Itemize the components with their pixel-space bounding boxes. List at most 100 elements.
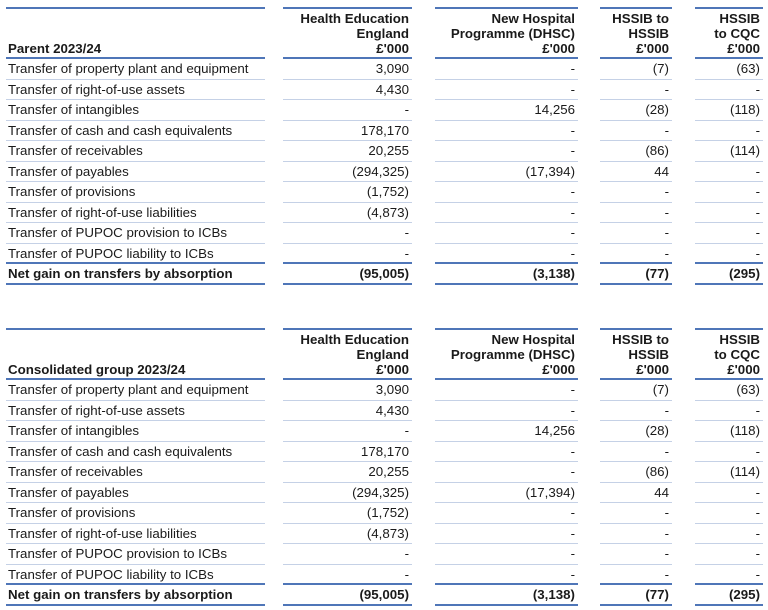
table-title: Parent 2023/24 <box>6 7 265 59</box>
table-cell: - <box>695 244 763 264</box>
row-label: Transfer of property plant and equipment <box>6 59 265 80</box>
column-header-label: HSSIB to HSSIB £'000 <box>612 11 669 56</box>
table-row: Transfer of payables (294,325) (17,394) 44 - <box>0 162 763 182</box>
table-cell: 14,256 <box>435 421 578 442</box>
table-row: Transfer of provisions (1,752) - - - <box>0 182 763 203</box>
column-header: New Hospital Programme (DHSC) £'000 <box>435 328 578 380</box>
total-cell: (95,005) <box>283 585 412 606</box>
table-cell: 44 <box>600 162 672 182</box>
table-cell: (1,752) <box>283 182 412 203</box>
table-cell: - <box>695 162 763 182</box>
table-cell: - <box>600 544 672 565</box>
row-label: Transfer of PUPOC provision to ICBs <box>6 544 265 565</box>
table-cell: (118) <box>695 100 763 121</box>
parent-transfers-table: Parent 2023/24 Health Education England £… <box>0 7 763 285</box>
row-label: Transfer of cash and cash equivalents <box>6 442 265 462</box>
total-cell: (95,005) <box>283 264 412 285</box>
column-header-label: New Hospital Programme (DHSC) £'000 <box>450 11 575 56</box>
row-label: Transfer of intangibles <box>6 421 265 442</box>
table-cell: (28) <box>600 100 672 121</box>
table-row: Transfer of payables (294,325) (17,394) 44 - <box>0 483 763 503</box>
consolidated-transfers-table: Consolidated group 2023/24 Health Educati… <box>0 328 763 606</box>
row-label: Transfer of property plant and equipment <box>6 380 265 401</box>
row-label: Transfer of provisions <box>6 503 265 524</box>
table-row: Transfer of right-of-use liabilities (4,8… <box>0 203 763 223</box>
row-label: Transfer of cash and cash equivalents <box>6 121 265 141</box>
table-cell: - <box>435 401 578 421</box>
table-cell: - <box>435 544 578 565</box>
table-row: Transfer of property plant and equipment… <box>0 380 763 401</box>
table-cell: - <box>600 503 672 524</box>
table-cell: (17,394) <box>435 162 578 182</box>
row-label: Transfer of right-of-use assets <box>6 401 265 421</box>
header-row: Parent 2023/24 Health Education England £… <box>0 7 763 59</box>
table-row: Transfer of PUPOC liability to ICBs - - - - <box>0 565 763 585</box>
row-label: Transfer of payables <box>6 483 265 503</box>
column-header-label: Health Education England £'000 <box>300 11 409 56</box>
column-header: HSSIB to HSSIB £'000 <box>600 328 672 380</box>
table-cell: - <box>435 141 578 162</box>
row-label: Transfer of provisions <box>6 182 265 203</box>
table-cell: (7) <box>600 59 672 80</box>
table-cell: - <box>695 223 763 244</box>
column-header: HSSIB to HSSIB £'000 <box>600 7 672 59</box>
table-cell: - <box>283 565 412 585</box>
row-label: Transfer of right-of-use assets <box>6 80 265 100</box>
table-cell: - <box>283 421 412 442</box>
total-row: Net gain on transfers by absorption (95,0… <box>0 264 763 285</box>
table-row: Transfer of intangibles - 14,256 (28) (118) <box>0 100 763 121</box>
row-label: Transfer of right-of-use liabilities <box>6 524 265 544</box>
table-cell: - <box>600 565 672 585</box>
table-cell: - <box>435 380 578 401</box>
total-cell: (77) <box>600 585 672 606</box>
table-row: Transfer of receivables 20,255 - (86) (114) <box>0 141 763 162</box>
table-cell: (294,325) <box>283 162 412 182</box>
table-row: Transfer of PUPOC liability to ICBs - - - - <box>0 244 763 264</box>
column-header: HSSIB to CQC £'000 <box>695 328 763 380</box>
table-cell: - <box>695 121 763 141</box>
table-cell: 3,090 <box>283 59 412 80</box>
table-cell: (294,325) <box>283 483 412 503</box>
column-header-label: New Hospital Programme (DHSC) £'000 <box>450 332 575 377</box>
table-row: Transfer of right-of-use assets 4,430 - - - <box>0 401 763 421</box>
table-cell: - <box>695 544 763 565</box>
column-header: Health Education England £'000 <box>283 328 412 380</box>
table-cell: 3,090 <box>283 380 412 401</box>
table-cell: - <box>695 80 763 100</box>
total-cell: (3,138) <box>435 585 578 606</box>
table-cell: (63) <box>695 59 763 80</box>
table-cell: - <box>435 80 578 100</box>
table-cell: (7) <box>600 380 672 401</box>
table-cell: - <box>283 244 412 264</box>
total-cell: (295) <box>695 585 763 606</box>
table-cell: 44 <box>600 483 672 503</box>
table-cell: 20,255 <box>283 462 412 483</box>
column-header-label: HSSIB to HSSIB £'000 <box>612 332 669 377</box>
column-header: New Hospital Programme (DHSC) £'000 <box>435 7 578 59</box>
total-cell: (295) <box>695 264 763 285</box>
table-cell: 20,255 <box>283 141 412 162</box>
table-cell: - <box>283 544 412 565</box>
table-cell: 178,170 <box>283 121 412 141</box>
table-cell: - <box>695 524 763 544</box>
table-cell: - <box>695 182 763 203</box>
table-row: Transfer of cash and cash equivalents 178… <box>0 442 763 462</box>
table-cell: (86) <box>600 141 672 162</box>
table-cell: (4,873) <box>283 203 412 223</box>
table-title: Consolidated group 2023/24 <box>6 328 265 380</box>
table-cell: 4,430 <box>283 401 412 421</box>
table-cell: - <box>695 401 763 421</box>
total-label: Net gain on transfers by absorption <box>6 264 265 285</box>
table-cell: (114) <box>695 462 763 483</box>
table-cell: - <box>600 524 672 544</box>
table-cell: - <box>435 442 578 462</box>
table-cell: (4,873) <box>283 524 412 544</box>
table-cell: - <box>283 100 412 121</box>
column-header-label: Health Education England £'000 <box>300 332 409 377</box>
row-label: Transfer of intangibles <box>6 100 265 121</box>
row-label: Transfer of PUPOC liability to ICBs <box>6 244 265 264</box>
total-row: Net gain on transfers by absorption (95,0… <box>0 585 763 606</box>
table-row: Transfer of PUPOC provision to ICBs - - - - <box>0 544 763 565</box>
table-cell: - <box>695 483 763 503</box>
table-cell: 14,256 <box>435 100 578 121</box>
